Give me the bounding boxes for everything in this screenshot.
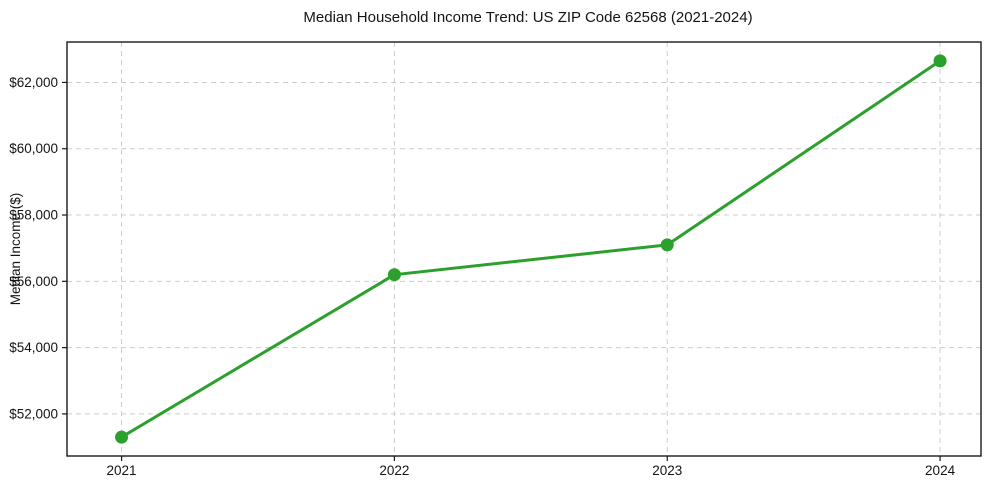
x-tick-label: 2023 xyxy=(652,463,682,478)
y-tick-label: $56,000 xyxy=(9,274,58,289)
data-point-marker xyxy=(387,268,401,282)
x-tick-label: 2021 xyxy=(107,463,137,478)
y-tick-label: $60,000 xyxy=(9,141,58,156)
chart-title: Median Household Income Trend: US ZIP Co… xyxy=(303,9,753,26)
data-point-marker xyxy=(933,54,947,68)
data-point-marker xyxy=(660,238,674,252)
y-tick-label: $58,000 xyxy=(9,208,58,223)
y-tick-label: $62,000 xyxy=(9,75,58,90)
x-tick-label: 2022 xyxy=(379,463,409,478)
y-tick-label: $52,000 xyxy=(9,406,58,421)
x-tick-label: 2024 xyxy=(925,463,956,478)
data-point-marker xyxy=(115,430,129,444)
y-tick-label: $54,000 xyxy=(9,340,58,355)
plot-border xyxy=(66,41,982,457)
trend-line xyxy=(120,59,942,439)
